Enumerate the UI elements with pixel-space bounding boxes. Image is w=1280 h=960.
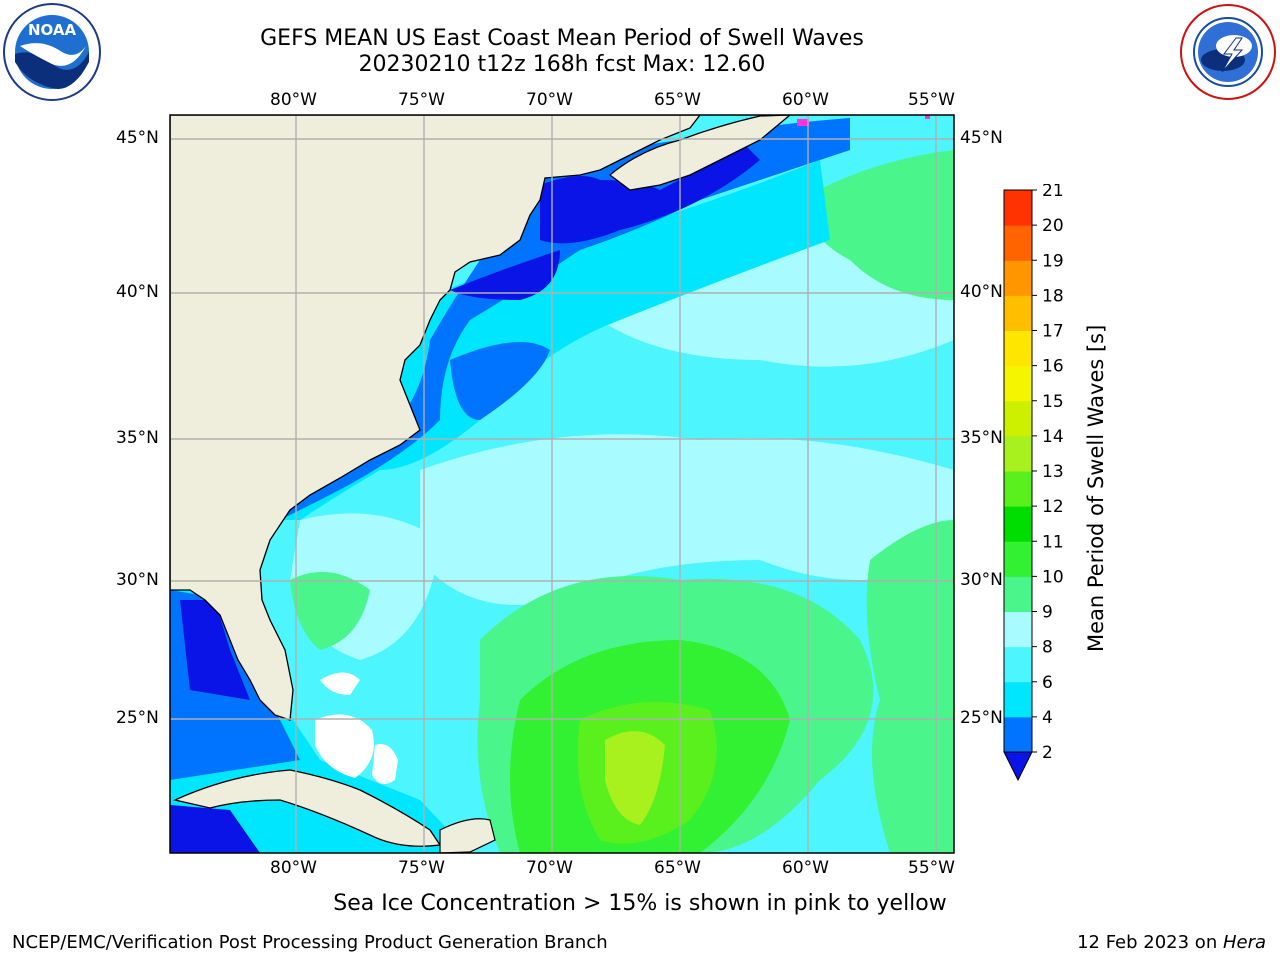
lon-label-bottom-65w: 65°W	[654, 858, 701, 878]
nova-scotia-land	[608, 115, 792, 191]
lon-label-top-55w: 55°W	[908, 90, 955, 110]
cuba-land	[172, 769, 442, 847]
colorbar-label: Mean Period of Swell Waves [s]	[1084, 324, 1108, 652]
lon-label-top-70w: 70°W	[526, 90, 573, 110]
colorbar-segment	[1004, 330, 1032, 367]
lon-label-bottom-75w: 75°W	[398, 858, 445, 878]
colorbar-tick-label: 20	[1042, 216, 1064, 236]
lat-label-right-25n: 25°N	[960, 708, 1003, 728]
period-band-9-10-east	[866, 520, 954, 853]
lat-label-right-30n: 30°N	[960, 570, 1003, 590]
hispaniola-land	[439, 818, 496, 853]
colorbar-tick-label: 10	[1042, 567, 1064, 587]
colorbar-tick-label: 16	[1042, 357, 1064, 377]
colorbar-segment	[1004, 365, 1032, 402]
colorbar-segment	[1004, 506, 1032, 542]
colorbar-segment	[1004, 190, 1032, 226]
period-band-12-13	[605, 731, 665, 825]
sea-ice-marker-2	[925, 115, 930, 119]
noaa-logo-text: NOAA	[28, 21, 77, 39]
colorbar-segment	[1004, 471, 1032, 507]
bahamas-bank-east	[372, 744, 398, 784]
lat-label-right-40n: 40°N	[960, 282, 1003, 302]
colorbar-segment	[1004, 295, 1032, 331]
title-line-1: GEFS MEAN US East Coast Mean Period of S…	[260, 26, 864, 51]
lon-label-bottom-70w: 70°W	[526, 858, 573, 878]
colorbar-tick-label: 15	[1042, 392, 1064, 412]
colorbar-segment	[1004, 435, 1032, 472]
colorbar-tick-label: 2	[1042, 743, 1053, 763]
lat-label-left-40n: 40°N	[116, 282, 159, 302]
footer-date-text: 12 Feb 2023 on	[1077, 932, 1223, 953]
lon-label-bottom-80w: 80°W	[270, 858, 317, 878]
colorbar-tick-label: 18	[1042, 286, 1064, 306]
period-band-9-10-west	[290, 572, 370, 650]
footer-machine: Hera	[1222, 932, 1266, 953]
lat-label-left-35n: 35°N	[116, 428, 159, 448]
colorbar-tick-label: 6	[1042, 673, 1053, 693]
footer-date: 12 Feb 2023 on Hera	[1077, 932, 1266, 953]
colorbar-tick-label: 8	[1042, 638, 1053, 658]
colorbar-tick-label: 11	[1042, 532, 1064, 552]
colorbar-tick-label: 19	[1042, 251, 1064, 271]
period-band-8-9	[420, 434, 954, 605]
lon-label-bottom-55w: 55°W	[908, 858, 955, 878]
colorbar-segment	[1004, 541, 1032, 577]
colorbar-segment	[1004, 260, 1032, 296]
lon-label-top-80w: 80°W	[270, 90, 317, 110]
period-band-9-10-ne	[800, 150, 954, 300]
lat-label-right-35n: 35°N	[960, 428, 1003, 448]
lat-label-right-45n: 45°N	[960, 128, 1003, 148]
lat-label-left-25n: 25°N	[116, 708, 159, 728]
colorbar-tick-label: 13	[1042, 462, 1064, 482]
lon-label-top-65w: 65°W	[654, 90, 701, 110]
little-bahama-bank	[320, 672, 360, 695]
colorbar-segment	[1004, 225, 1032, 261]
colorbar-extend-min	[1003, 751, 1033, 782]
colorbar-tick-label: 12	[1042, 497, 1064, 517]
footer-credit: NCEP/EMC/Verification Post Processing Pr…	[12, 932, 608, 953]
colorbar-segment	[1004, 576, 1032, 612]
colorbar-segment	[1004, 646, 1032, 683]
lon-label-top-75w: 75°W	[398, 90, 445, 110]
colorbar-segment	[1004, 611, 1032, 648]
colorbar-tick-label: 9	[1042, 603, 1053, 623]
sea-ice-note: Sea Ice Concentration > 15% is shown in …	[333, 891, 947, 916]
noaa-logo-icon: NOAA	[3, 3, 101, 101]
colorbar-tick-label: 4	[1042, 708, 1053, 728]
colorbar-tick-label: 21	[1042, 184, 1064, 201]
lat-label-left-30n: 30°N	[116, 570, 159, 590]
colorbar-tick-label: 14	[1042, 427, 1064, 447]
period-band-below-2-ny	[450, 250, 560, 300]
lon-label-top-60w: 60°W	[782, 90, 829, 110]
graticule	[170, 115, 954, 853]
sea-ice-marker	[797, 119, 809, 126]
period-band-2-4-offshore	[450, 342, 550, 420]
chart-title: GEFS MEAN US East Coast Mean Period of S…	[170, 26, 954, 78]
lon-label-bottom-60w: 60°W	[782, 858, 829, 878]
colorbar: 2 4 6 8 9 10 11 12 13 14 15 16 17 18 19 20 21	[1003, 184, 1064, 782]
nws-logo-icon	[1180, 4, 1276, 100]
map-frame	[169, 114, 955, 854]
colorbar-segment	[1004, 716, 1032, 753]
colorbar-segment	[1004, 400, 1032, 437]
title-line-2: 20230210 t12z 168h fcst Max: 12.60	[358, 52, 766, 77]
period-band-2-4	[280, 118, 850, 520]
period-band-below-2-gulf	[180, 600, 250, 700]
colorbar-tick-label: 17	[1042, 322, 1064, 342]
lat-label-left-45n: 45°N	[116, 128, 159, 148]
us-east-coast-land	[170, 115, 701, 721]
bahamas-bank	[315, 714, 374, 778]
colorbar-segment	[1004, 681, 1032, 718]
period-band-below-2-caribbean	[170, 805, 260, 853]
